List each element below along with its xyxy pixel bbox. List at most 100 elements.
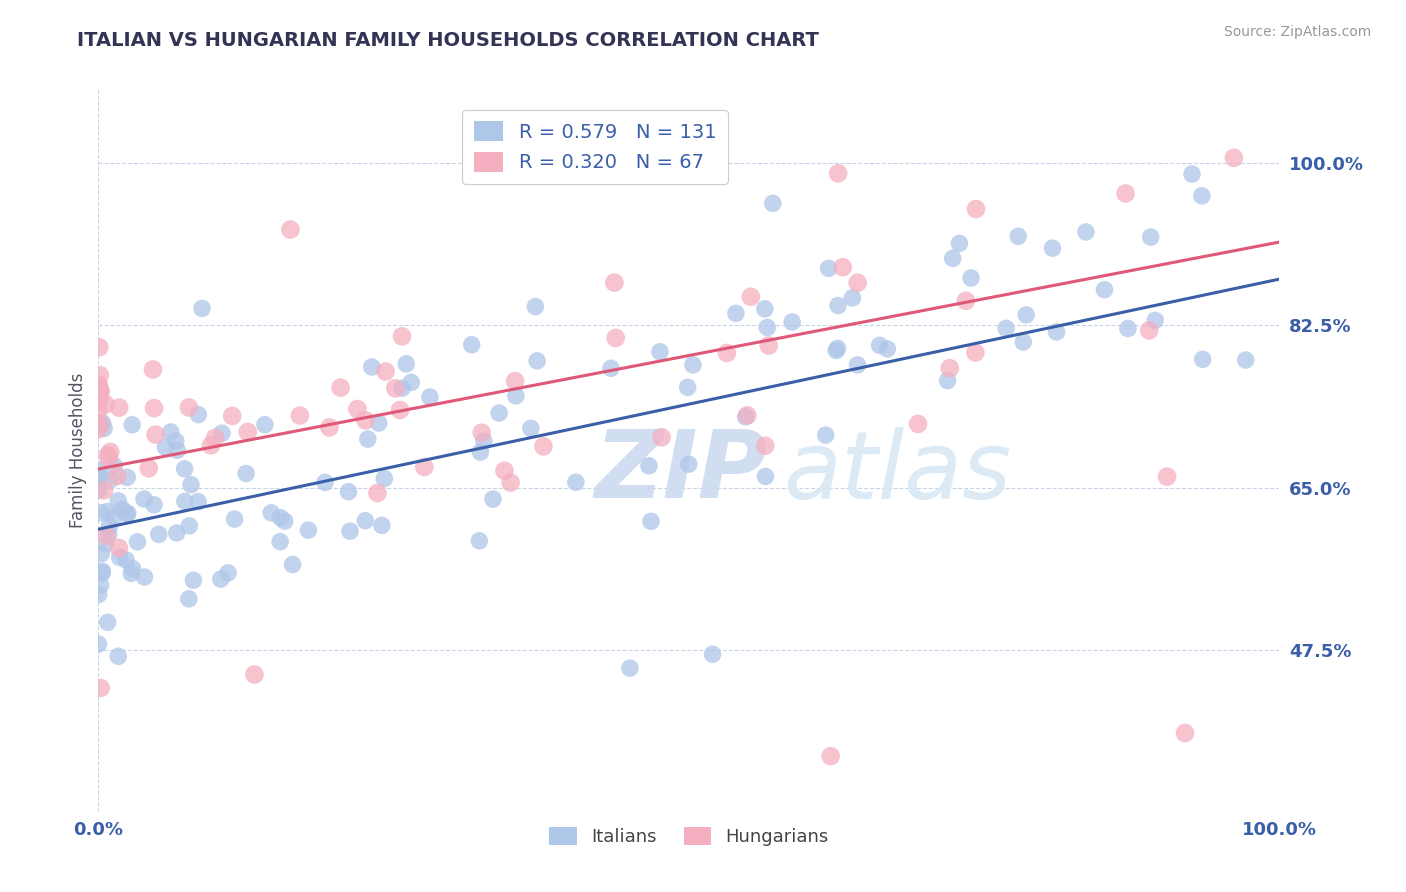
Point bbox=[948, 236, 970, 251]
Point bbox=[117, 506, 139, 520]
Point bbox=[648, 344, 671, 359]
Point bbox=[90, 681, 112, 695]
Point bbox=[97, 451, 120, 466]
Point bbox=[115, 507, 138, 521]
Point bbox=[269, 534, 291, 549]
Point bbox=[91, 564, 114, 578]
Text: ITALIAN VS HUNGARIAN FAMILY HOUSEHOLDS CORRELATION CHART: ITALIAN VS HUNGARIAN FAMILY HOUSEHOLDS C… bbox=[77, 31, 820, 50]
Point bbox=[1137, 323, 1160, 337]
Point bbox=[374, 364, 396, 378]
Point bbox=[470, 445, 492, 459]
Point bbox=[98, 519, 121, 533]
Point bbox=[177, 591, 200, 606]
Point bbox=[94, 537, 117, 551]
Point bbox=[98, 445, 121, 459]
Point bbox=[827, 166, 849, 180]
Point bbox=[87, 422, 110, 436]
Point bbox=[936, 374, 959, 388]
Text: Source: ZipAtlas.com: Source: ZipAtlas.com bbox=[1223, 25, 1371, 39]
Point bbox=[134, 570, 156, 584]
Point bbox=[526, 354, 548, 368]
Point bbox=[93, 483, 115, 498]
Point bbox=[678, 457, 700, 471]
Point bbox=[87, 637, 110, 651]
Point bbox=[145, 427, 167, 442]
Point bbox=[939, 361, 962, 376]
Point bbox=[281, 558, 304, 572]
Point bbox=[179, 518, 201, 533]
Point bbox=[260, 506, 283, 520]
Point bbox=[270, 510, 292, 524]
Point bbox=[391, 329, 413, 343]
Point bbox=[817, 261, 839, 276]
Point bbox=[366, 486, 388, 500]
Point bbox=[142, 362, 165, 376]
Point bbox=[87, 377, 110, 392]
Point bbox=[111, 502, 134, 516]
Point bbox=[1115, 186, 1137, 201]
Point bbox=[371, 518, 394, 533]
Point bbox=[724, 306, 747, 320]
Point bbox=[148, 527, 170, 541]
Point bbox=[831, 260, 853, 275]
Point bbox=[524, 300, 547, 314]
Point bbox=[413, 460, 436, 475]
Point bbox=[1094, 283, 1116, 297]
Point bbox=[87, 587, 110, 601]
Point bbox=[758, 338, 780, 352]
Point bbox=[702, 647, 724, 661]
Point bbox=[253, 417, 276, 432]
Point bbox=[367, 416, 389, 430]
Point bbox=[235, 467, 257, 481]
Point bbox=[1223, 151, 1246, 165]
Point bbox=[221, 409, 243, 423]
Point bbox=[297, 523, 319, 537]
Point bbox=[389, 403, 412, 417]
Point bbox=[907, 417, 929, 431]
Point bbox=[89, 368, 111, 383]
Point bbox=[762, 196, 785, 211]
Point bbox=[1156, 469, 1178, 483]
Point bbox=[288, 409, 311, 423]
Point bbox=[337, 484, 360, 499]
Point bbox=[209, 572, 232, 586]
Point bbox=[98, 473, 121, 487]
Point bbox=[87, 463, 110, 477]
Point bbox=[503, 374, 526, 388]
Point bbox=[1015, 308, 1038, 322]
Point bbox=[91, 566, 114, 580]
Point bbox=[395, 357, 418, 371]
Point bbox=[173, 462, 195, 476]
Point bbox=[754, 469, 776, 483]
Point bbox=[96, 505, 118, 519]
Point bbox=[471, 425, 494, 440]
Point bbox=[120, 566, 142, 581]
Point bbox=[827, 298, 849, 312]
Point bbox=[869, 338, 891, 352]
Point bbox=[211, 426, 233, 441]
Point bbox=[89, 384, 111, 398]
Point bbox=[90, 578, 112, 592]
Point bbox=[384, 381, 406, 395]
Point bbox=[87, 483, 110, 498]
Point bbox=[460, 337, 482, 351]
Point bbox=[814, 428, 837, 442]
Point bbox=[965, 202, 987, 216]
Point bbox=[121, 561, 143, 575]
Point bbox=[236, 425, 259, 439]
Point bbox=[87, 469, 110, 483]
Point bbox=[90, 547, 112, 561]
Legend: Italians, Hungarians: Italians, Hungarians bbox=[543, 820, 835, 854]
Point bbox=[132, 491, 155, 506]
Point bbox=[965, 345, 987, 359]
Point bbox=[183, 574, 205, 588]
Point bbox=[105, 469, 128, 483]
Text: ZIP: ZIP bbox=[595, 426, 768, 518]
Point bbox=[93, 421, 115, 435]
Point bbox=[91, 416, 114, 430]
Point bbox=[600, 361, 623, 376]
Point bbox=[734, 409, 756, 424]
Point bbox=[1045, 325, 1067, 339]
Point bbox=[143, 401, 166, 416]
Point bbox=[90, 506, 112, 520]
